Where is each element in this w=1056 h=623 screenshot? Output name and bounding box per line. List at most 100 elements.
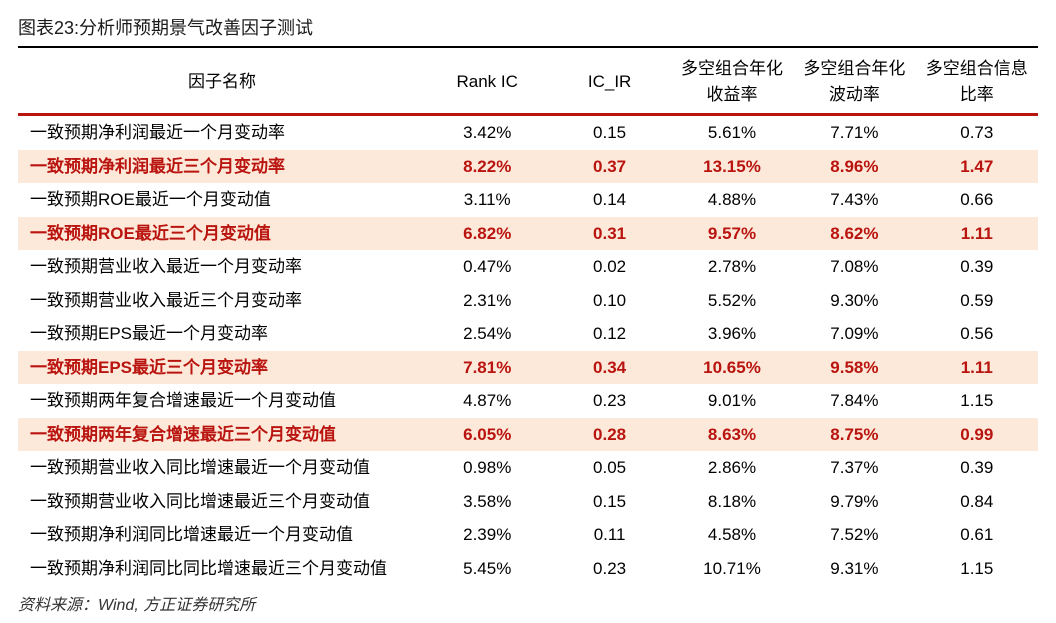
info-ratio-cell: 0.39 <box>916 250 1038 284</box>
factor-name-cell: 一致预期营业收入同比增速最近一个月变动值 <box>18 451 426 485</box>
table-header-row: 因子名称 Rank IC IC_IR 多空组合年化收益率 多空组合年化波动率 多… <box>18 50 1038 115</box>
factor-name-cell: 一致预期EPS最近三个月变动率 <box>18 351 426 385</box>
col-header-rank-ic: Rank IC <box>426 50 548 115</box>
rank-ic-cell: 5.45% <box>426 552 548 586</box>
info-ratio-cell: 1.11 <box>916 351 1038 385</box>
table-row: 一致预期EPS最近三个月变动率7.81%0.3410.65%9.58%1.11 <box>18 351 1038 385</box>
info-ratio-cell: 1.47 <box>916 150 1038 184</box>
factor-name-cell: 一致预期净利润最近三个月变动率 <box>18 150 426 184</box>
ic-ir-cell: 0.10 <box>548 284 670 318</box>
factor-name-cell: 一致预期营业收入最近一个月变动率 <box>18 250 426 284</box>
info-ratio-cell: 1.11 <box>916 217 1038 251</box>
rank-ic-cell: 3.42% <box>426 115 548 150</box>
ls-return-cell: 8.63% <box>671 418 793 452</box>
rank-ic-cell: 0.98% <box>426 451 548 485</box>
ic-ir-cell: 0.05 <box>548 451 670 485</box>
ls-vol-cell: 9.30% <box>793 284 915 318</box>
ic-ir-cell: 0.37 <box>548 150 670 184</box>
ls-vol-cell: 8.62% <box>793 217 915 251</box>
ls-return-cell: 8.18% <box>671 485 793 519</box>
col-header-ls-return: 多空组合年化收益率 <box>671 50 793 115</box>
table-row: 一致预期营业收入同比增速最近三个月变动值3.58%0.158.18%9.79%0… <box>18 485 1038 519</box>
table-row: 一致预期净利润同比同比增速最近三个月变动值5.45%0.2310.71%9.31… <box>18 552 1038 586</box>
factor-name-cell: 一致预期净利润最近一个月变动率 <box>18 115 426 150</box>
factor-name-cell: 一致预期营业收入同比增速最近三个月变动值 <box>18 485 426 519</box>
rank-ic-cell: 0.47% <box>426 250 548 284</box>
ls-vol-cell: 8.96% <box>793 150 915 184</box>
ls-vol-cell: 7.09% <box>793 317 915 351</box>
info-ratio-cell: 0.66 <box>916 183 1038 217</box>
ic-ir-cell: 0.23 <box>548 552 670 586</box>
col-header-factor: 因子名称 <box>18 50 426 115</box>
rank-ic-cell: 2.31% <box>426 284 548 318</box>
ls-vol-cell: 9.79% <box>793 485 915 519</box>
factor-name-cell: 一致预期营业收入最近三个月变动率 <box>18 284 426 318</box>
ls-return-cell: 3.96% <box>671 317 793 351</box>
ls-return-cell: 4.58% <box>671 518 793 552</box>
ls-vol-cell: 7.52% <box>793 518 915 552</box>
factor-test-table: 因子名称 Rank IC IC_IR 多空组合年化收益率 多空组合年化波动率 多… <box>18 50 1038 585</box>
ls-return-cell: 2.78% <box>671 250 793 284</box>
ls-vol-cell: 7.08% <box>793 250 915 284</box>
table-row: 一致预期营业收入同比增速最近一个月变动值0.98%0.052.86%7.37%0… <box>18 451 1038 485</box>
table-row: 一致预期净利润同比增速最近一个月变动值2.39%0.114.58%7.52%0.… <box>18 518 1038 552</box>
rank-ic-cell: 2.39% <box>426 518 548 552</box>
table-row: 一致预期净利润最近三个月变动率8.22%0.3713.15%8.96%1.47 <box>18 150 1038 184</box>
factor-name-cell: 一致预期净利润同比增速最近一个月变动值 <box>18 518 426 552</box>
ic-ir-cell: 0.28 <box>548 418 670 452</box>
rank-ic-cell: 8.22% <box>426 150 548 184</box>
factor-name-cell: 一致预期ROE最近一个月变动值 <box>18 183 426 217</box>
table-row: 一致预期两年复合增速最近一个月变动值4.87%0.239.01%7.84%1.1… <box>18 384 1038 418</box>
info-ratio-cell: 0.99 <box>916 418 1038 452</box>
rank-ic-cell: 7.81% <box>426 351 548 385</box>
ls-vol-cell: 7.43% <box>793 183 915 217</box>
rank-ic-cell: 6.82% <box>426 217 548 251</box>
info-ratio-cell: 0.84 <box>916 485 1038 519</box>
ls-return-cell: 9.01% <box>671 384 793 418</box>
rank-ic-cell: 2.54% <box>426 317 548 351</box>
ic-ir-cell: 0.15 <box>548 115 670 150</box>
ls-vol-cell: 9.58% <box>793 351 915 385</box>
ic-ir-cell: 0.14 <box>548 183 670 217</box>
ls-return-cell: 9.57% <box>671 217 793 251</box>
table-row: 一致预期营业收入最近一个月变动率0.47%0.022.78%7.08%0.39 <box>18 250 1038 284</box>
ls-vol-cell: 9.31% <box>793 552 915 586</box>
info-ratio-cell: 0.59 <box>916 284 1038 318</box>
info-ratio-cell: 0.39 <box>916 451 1038 485</box>
source-line: 资料来源：Wind, 方正证券研究所 <box>18 585 1038 615</box>
table-row: 一致预期两年复合增速最近三个月变动值6.05%0.288.63%8.75%0.9… <box>18 418 1038 452</box>
info-ratio-cell: 0.61 <box>916 518 1038 552</box>
ic-ir-cell: 0.12 <box>548 317 670 351</box>
ls-vol-cell: 7.84% <box>793 384 915 418</box>
ls-vol-cell: 7.37% <box>793 451 915 485</box>
info-ratio-cell: 1.15 <box>916 384 1038 418</box>
factor-name-cell: 一致预期两年复合增速最近一个月变动值 <box>18 384 426 418</box>
ls-return-cell: 13.15% <box>671 150 793 184</box>
ls-return-cell: 5.52% <box>671 284 793 318</box>
ic-ir-cell: 0.02 <box>548 250 670 284</box>
rank-ic-cell: 6.05% <box>426 418 548 452</box>
table-row: 一致预期ROE最近一个月变动值3.11%0.144.88%7.43%0.66 <box>18 183 1038 217</box>
ls-return-cell: 4.88% <box>671 183 793 217</box>
info-ratio-cell: 0.73 <box>916 115 1038 150</box>
info-ratio-cell: 0.56 <box>916 317 1038 351</box>
ls-vol-cell: 7.71% <box>793 115 915 150</box>
ic-ir-cell: 0.15 <box>548 485 670 519</box>
col-header-info-ratio: 多空组合信息比率 <box>916 50 1038 115</box>
rank-ic-cell: 3.58% <box>426 485 548 519</box>
table-row: 一致预期净利润最近一个月变动率3.42%0.155.61%7.71%0.73 <box>18 115 1038 150</box>
col-header-ls-vol: 多空组合年化波动率 <box>793 50 915 115</box>
factor-name-cell: 一致预期两年复合增速最近三个月变动值 <box>18 418 426 452</box>
col-header-ic-ir: IC_IR <box>548 50 670 115</box>
factor-name-cell: 一致预期EPS最近一个月变动率 <box>18 317 426 351</box>
ic-ir-cell: 0.23 <box>548 384 670 418</box>
factor-name-cell: 一致预期ROE最近三个月变动值 <box>18 217 426 251</box>
table-row: 一致预期ROE最近三个月变动值6.82%0.319.57%8.62%1.11 <box>18 217 1038 251</box>
table-row: 一致预期EPS最近一个月变动率2.54%0.123.96%7.09%0.56 <box>18 317 1038 351</box>
ls-return-cell: 5.61% <box>671 115 793 150</box>
ic-ir-cell: 0.11 <box>548 518 670 552</box>
figure-title: 图表23:分析师预期景气改善因子测试 <box>18 12 1038 48</box>
ls-vol-cell: 8.75% <box>793 418 915 452</box>
ic-ir-cell: 0.31 <box>548 217 670 251</box>
table-row: 一致预期营业收入最近三个月变动率2.31%0.105.52%9.30%0.59 <box>18 284 1038 318</box>
